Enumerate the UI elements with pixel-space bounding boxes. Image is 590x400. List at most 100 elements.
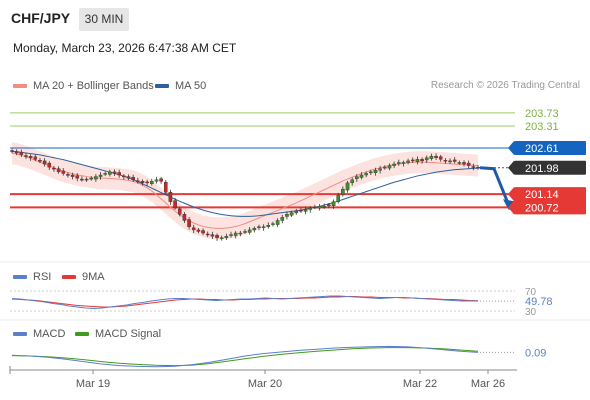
candle-body [196,229,201,232]
candle-body [406,160,410,163]
candle-body [438,156,443,160]
candle-body [33,156,38,160]
candle-body [84,178,89,181]
x-tick-label: Mar 26 [471,378,505,390]
candle-body [154,179,159,182]
level-tag-current [514,160,586,175]
candle-body [52,167,56,170]
candle-body [38,160,42,162]
timeframe-button[interactable]: 30 MIN [79,8,129,31]
research-credit: Research © 2026 Trading Central [430,80,580,91]
candle-body [61,170,66,174]
candle-body [145,181,149,184]
macd-signal-legend-label: MACD Signal [95,328,162,340]
candle-body [215,235,219,238]
candle-body [280,217,285,221]
forecast-arrow [479,166,514,211]
candle-body [322,206,327,208]
candle-body [327,204,331,207]
level-label: 201.98 [525,163,559,175]
rsi-ma-legend-label: 9MA [82,271,105,283]
candle-body [434,155,438,158]
legend-rsi-ma: 9MA [62,271,105,283]
candle-body [201,230,205,234]
candle-body [136,180,140,182]
candlestick-layer [10,148,480,241]
candle-body [122,175,126,178]
candle-body [415,159,420,163]
candle-body [14,151,19,154]
rsi-swatch [13,275,27,280]
candle-body [233,232,238,236]
candle-body [457,162,462,164]
x-tick-label: Mar 22 [403,378,437,390]
level-tag-pointer [508,141,514,156]
candle-body [387,165,392,169]
rsi-ma-swatch [62,275,76,280]
candle-body [117,172,121,176]
candle-body [66,174,70,176]
candle-body [378,168,382,171]
candle-body [70,174,75,177]
candle-body [462,162,466,165]
candle-body [285,214,289,217]
rsi-line [11,295,479,310]
candle-body [336,195,341,202]
bollinger-band-layer [12,142,478,240]
datetime-label: Monday, March 23, 2026 6:47:38 AM CET [13,41,237,55]
legend-macd-signal: MACD Signal [75,328,161,340]
candle-body [424,157,429,161]
candle-body [191,227,196,231]
candle-body [373,170,378,174]
pair-title: CHF/JPY [11,10,71,26]
ma20-swatch [13,84,27,89]
forecast-arrow-line [479,166,510,204]
candle-body [103,173,107,175]
candle-body [182,214,187,221]
candle-body [252,228,257,231]
candle-body [98,174,103,177]
rsi-level-label: 30 [525,307,537,318]
candle-body [229,234,233,236]
candle-body [47,162,52,168]
candle-body [177,208,182,215]
candle-body [10,150,14,152]
candle-body [294,210,299,213]
level-tag-pointer [508,187,514,202]
legend-ma50: MA 50 [155,80,206,92]
candle-body [266,224,271,227]
candle-body [238,232,243,235]
level-label: 203.73 [525,108,559,120]
legend-ma20: MA 20 + Bollinger Bands [13,80,154,92]
candle-body [159,178,163,182]
candle-body [308,207,313,210]
level-tag-pointer [508,160,514,175]
candle-body [131,176,135,180]
candle-body [80,178,84,181]
candle-body [341,188,345,195]
ma50-legend-label: MA 50 [175,80,207,92]
candle-body [443,160,448,162]
forecast-arrow-head [503,199,514,211]
candle-body [317,206,322,209]
macd-signal-line [11,347,479,367]
level-tag-support [514,200,586,215]
moving-averages-layer [11,150,479,229]
candle-body [303,209,308,212]
candle-body [94,176,98,180]
candle-body [401,162,406,164]
level-label: 203.31 [525,121,559,133]
candle-body [28,155,33,158]
candle-body [359,174,364,178]
level-label: 202.61 [525,143,559,155]
candle-body [112,171,117,174]
level-tag-pivot [514,141,586,156]
x-tick-label: Mar 19 [76,378,110,390]
rsi-level-label: 70 [525,287,537,298]
legend-rsi: RSI [13,271,51,283]
candle-body [126,176,131,179]
candle-body [247,229,252,233]
candle-body [140,181,145,184]
